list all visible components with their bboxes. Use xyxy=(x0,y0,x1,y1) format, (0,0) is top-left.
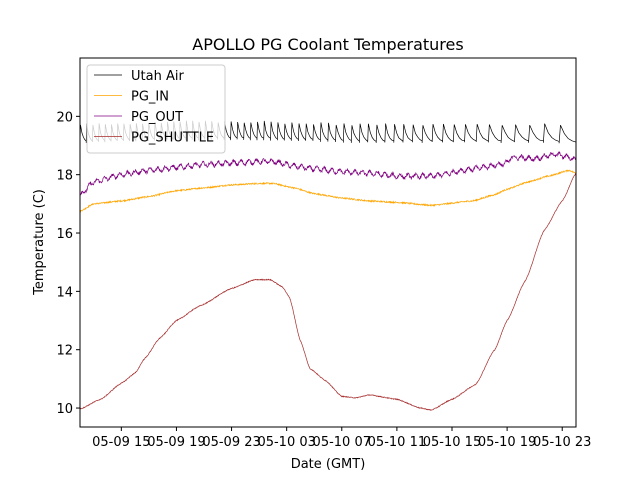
x-tick-label: 05-10 07 xyxy=(313,435,371,450)
x-tick-label: 05-09 15 xyxy=(92,435,150,450)
y-tick-label: 20 xyxy=(56,110,73,125)
x-tick-label: 05-10 03 xyxy=(257,435,315,450)
legend: Utah Air PG_IN PG_OUT PG_SHUTTLE xyxy=(86,64,226,154)
y-tick-label: 12 xyxy=(56,344,73,359)
series-line-pg-out xyxy=(80,151,576,196)
x-tick-label: 05-09 23 xyxy=(202,435,260,450)
legend-label: Utah Air xyxy=(131,69,184,84)
y-tick-label: 14 xyxy=(56,285,73,300)
series-line-pg-shuttle xyxy=(80,172,576,411)
legend-label: PG_SHUTTLE xyxy=(131,131,214,146)
chart-title: APOLLO PG Coolant Temperatures xyxy=(192,35,463,54)
y-axis: 10 12 14 16 18 20 xyxy=(56,110,80,417)
x-tick-label: 05-09 19 xyxy=(147,435,205,450)
y-tick-label: 18 xyxy=(56,169,73,184)
axes-frame xyxy=(79,57,577,428)
legend-label: PG_IN xyxy=(131,90,169,105)
x-tick-label: 05-10 19 xyxy=(478,435,536,450)
y-tick-label: 16 xyxy=(56,227,73,242)
x-tick-label: 05-10 23 xyxy=(533,435,591,450)
y-tick-label: 10 xyxy=(56,402,73,417)
x-tick-label: 05-10 11 xyxy=(368,435,426,450)
x-tick-label: 05-10 15 xyxy=(423,435,481,450)
y-axis-label: Temperature (C) xyxy=(32,189,47,296)
legend-box xyxy=(86,64,226,154)
series-line-pg-in xyxy=(80,169,576,213)
legend-label: PG_OUT xyxy=(131,110,183,125)
x-axis-label: Date (GMT) xyxy=(291,457,366,472)
